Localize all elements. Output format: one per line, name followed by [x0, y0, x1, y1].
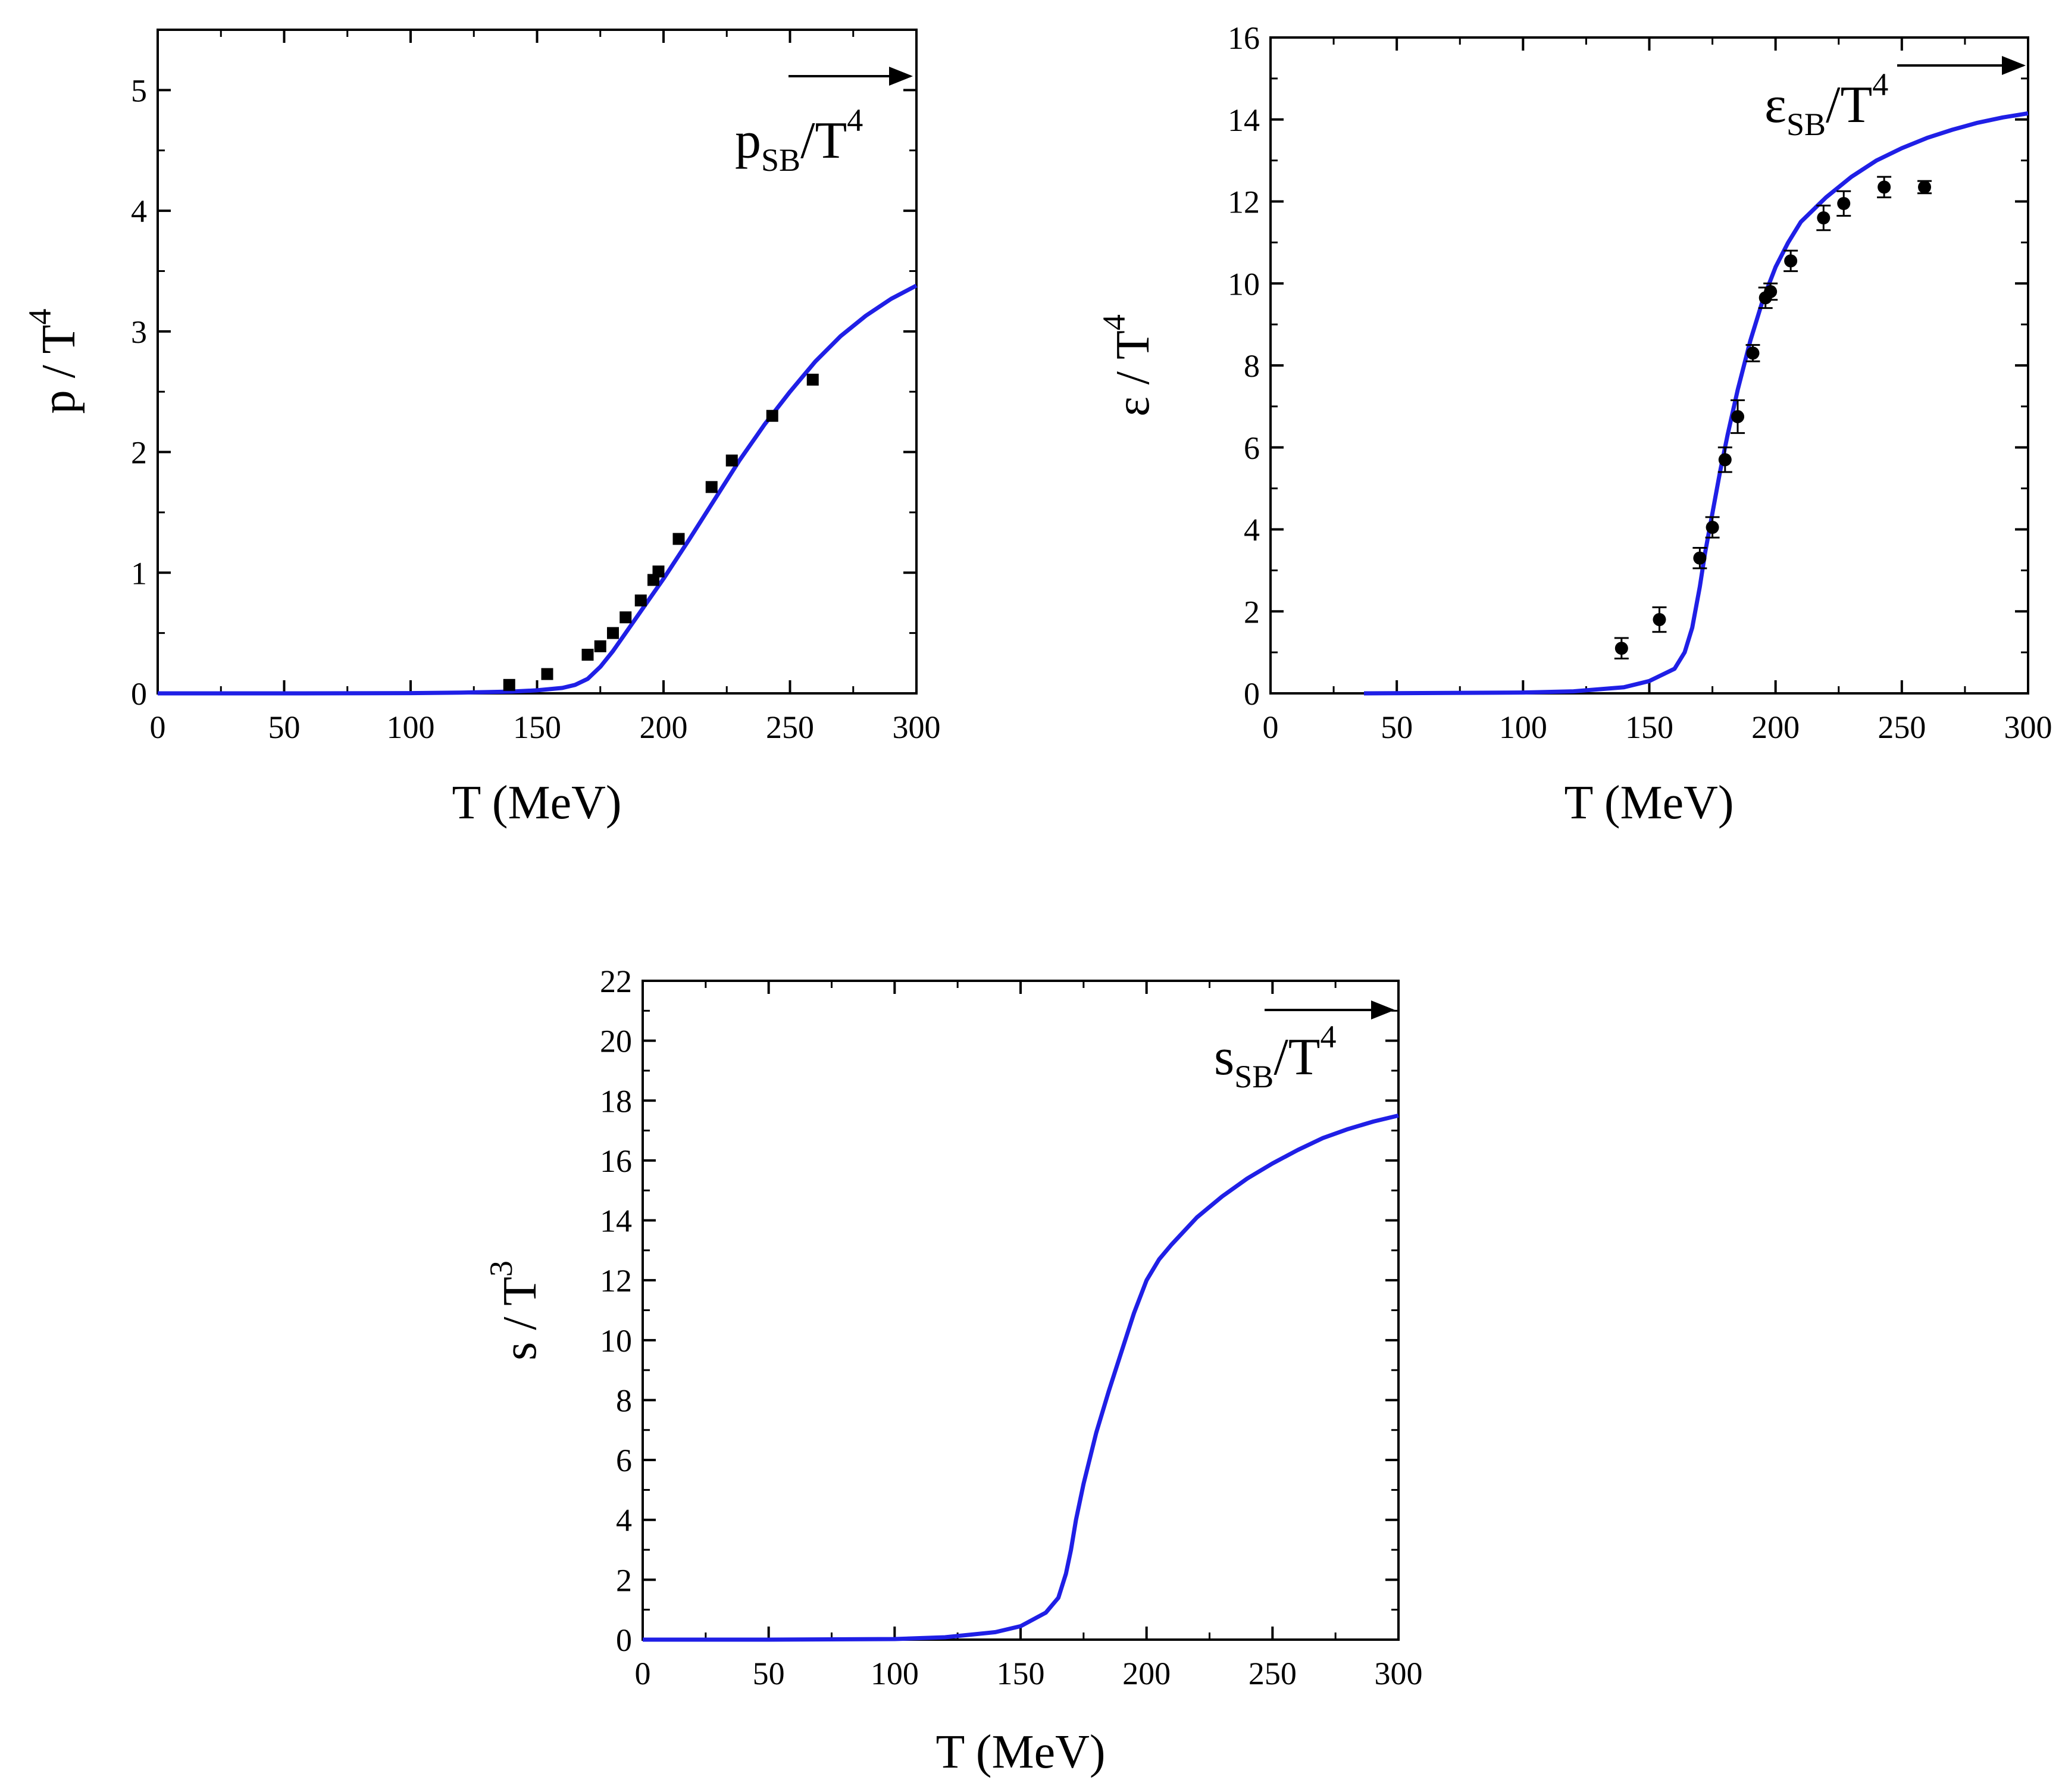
y-tick-label: 4	[1244, 512, 1260, 548]
x-tick-label: 100	[387, 709, 435, 745]
axis-ticks: 0 50 100 150 200 250 300 0 2 4 6 8 10 12 14 16	[1228, 20, 2052, 745]
entropy-panel: 0 50 100 150 200 250 300 0 2 4 6 8 10 12 14 16 18 20 22 sS…	[483, 964, 1423, 1778]
series-layer	[1363, 111, 2029, 696]
lattice-point	[1918, 180, 1932, 194]
y-tick-label: 2	[131, 435, 147, 471]
x-tick-label: 300	[2004, 709, 2052, 745]
y-tick-label: 1	[131, 555, 147, 591]
x-tick-label: 200	[640, 709, 688, 745]
y-tick-label: 18	[600, 1083, 632, 1119]
x-tick-label: 50	[753, 1656, 785, 1691]
x-tick-label: 150	[1625, 709, 1673, 745]
lattice-point	[1878, 180, 1891, 194]
y-tick-label: 6	[1244, 430, 1260, 466]
x-axis-title: T (MeV)	[1564, 777, 1734, 829]
lattice-point	[541, 668, 553, 680]
lattice-point	[1718, 453, 1732, 467]
model-curve	[1363, 111, 2029, 696]
lattice-point	[766, 409, 778, 422]
lattice-point	[1731, 410, 1745, 424]
y-tick-label: 14	[1228, 102, 1260, 138]
y-tick-label: 8	[616, 1383, 632, 1418]
x-tick-label: 200	[1751, 709, 1800, 745]
y-tick-label: 10	[1228, 266, 1260, 302]
lattice-point	[1764, 285, 1778, 299]
energy-panel: 0 50 100 150 200 250 300 0 2 4 6 8 10 12 14 16 εSB/T4 T…	[1096, 20, 2052, 829]
y-tick-label: 14	[600, 1203, 632, 1239]
x-axis-title: T (MeV)	[935, 1726, 1105, 1778]
y-tick-label: 8	[1244, 348, 1260, 384]
series-layer	[158, 283, 918, 696]
y-tick-label: 12	[1228, 184, 1260, 220]
y-tick-label: 0	[1244, 676, 1260, 712]
lattice-point	[619, 611, 632, 624]
y-tick-label: 2	[1244, 594, 1260, 630]
lattice-point	[652, 565, 665, 578]
lattice-point	[1784, 254, 1798, 268]
x-tick-label: 250	[1878, 709, 1926, 745]
lattice-point	[725, 454, 738, 467]
series-layer	[643, 1113, 1399, 1642]
y-tick-label: 4	[131, 193, 147, 229]
lattice-point	[1837, 196, 1851, 210]
y-axis-title: ε / T4	[1096, 314, 1159, 417]
y-tick-label: 0	[616, 1622, 632, 1658]
lattice-point	[1746, 346, 1760, 360]
lattice-point	[1653, 613, 1666, 627]
model-curve	[158, 283, 918, 696]
x-tick-label: 150	[513, 709, 561, 745]
x-tick-label: 250	[766, 709, 814, 745]
lattice-point	[1706, 521, 1719, 534]
x-tick-label: 300	[1375, 1656, 1423, 1691]
y-tick-label: 16	[1228, 20, 1260, 56]
x-tick-label: 50	[268, 709, 301, 745]
y-tick-label: 0	[131, 676, 147, 712]
x-axis-title: T (MeV)	[452, 777, 621, 829]
y-tick-label: 6	[616, 1443, 632, 1478]
y-tick-label: 2	[616, 1562, 632, 1598]
x-tick-label: 0	[1263, 709, 1279, 745]
lattice-point	[503, 678, 515, 691]
x-tick-label: 50	[1381, 709, 1413, 745]
x-tick-label: 150	[997, 1656, 1045, 1691]
y-tick-label: 3	[131, 314, 147, 350]
sb-limit-label: pSB/T4	[735, 102, 863, 178]
y-tick-label: 16	[600, 1143, 632, 1179]
lattice-point	[594, 640, 606, 652]
y-axis-title: s / T3	[483, 1261, 546, 1361]
y-tick-label: 22	[600, 964, 632, 999]
axis-ticks: 0 50 100 150 200 250 300 0 1 2 3 4 5	[131, 30, 941, 745]
x-tick-label: 250	[1249, 1656, 1297, 1691]
lattice-point	[1817, 211, 1831, 225]
plot-frame	[1269, 36, 2029, 695]
model-curve	[643, 1113, 1399, 1642]
lattice-point	[607, 627, 619, 639]
y-tick-label: 10	[600, 1323, 632, 1359]
x-tick-label: 0	[635, 1656, 651, 1691]
y-tick-label: 12	[600, 1263, 632, 1299]
y-tick-label: 20	[600, 1024, 632, 1059]
x-tick-label: 0	[150, 709, 166, 745]
x-tick-label: 200	[1122, 1656, 1171, 1691]
sb-limit-label: sSB/T4	[1214, 1019, 1337, 1094]
sb-limit-label: εSB/T4	[1764, 67, 1888, 142]
y-axis-title: p / T4	[22, 309, 85, 414]
axis-ticks: 0 50 100 150 200 250 300 0 2 4 6 8 10 12 14 16 18 20 22	[600, 964, 1423, 1691]
lattice-point	[705, 481, 718, 493]
lattice-point	[634, 594, 647, 606]
lattice-point	[1614, 642, 1628, 655]
lattice-point	[581, 649, 594, 661]
y-tick-label: 5	[131, 73, 147, 108]
x-tick-label: 100	[1499, 709, 1547, 745]
x-tick-label: 100	[871, 1656, 919, 1691]
x-tick-label: 300	[893, 709, 941, 745]
lattice-point	[806, 373, 819, 386]
lattice-point	[1693, 551, 1707, 565]
y-tick-label: 4	[616, 1503, 632, 1538]
lattice-point	[672, 533, 685, 545]
